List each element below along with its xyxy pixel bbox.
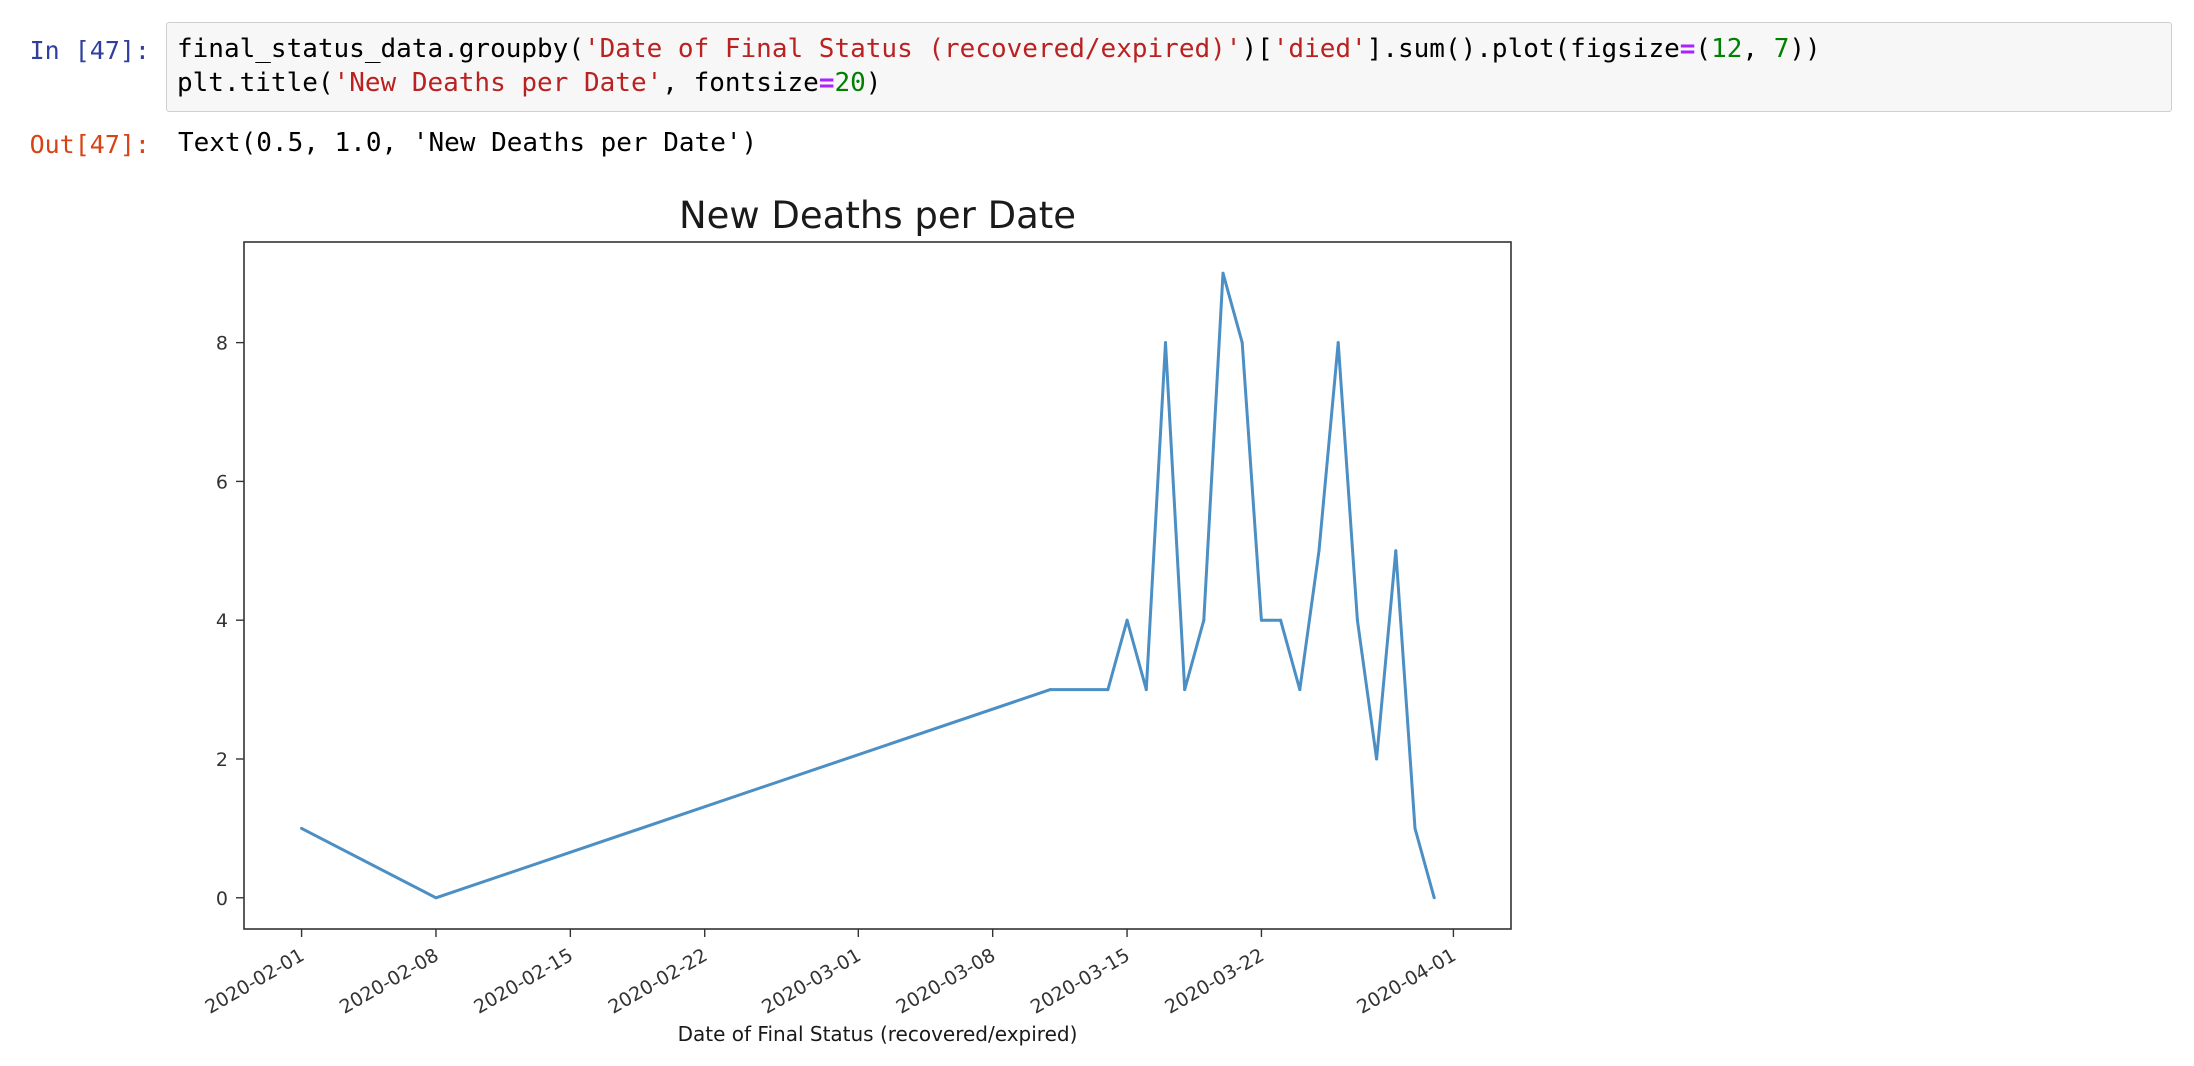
data-point — [1163, 341, 1167, 345]
y-tick-label: 2 — [216, 749, 228, 771]
code-token: , fontsize — [662, 68, 819, 98]
line-chart: New Deaths per Date 0 2 4 6 8 2020-02-01 2020-0… — [201, 194, 1512, 1046]
x-axis-label: Date of Final Status (recovered/expired) — [678, 1022, 1078, 1046]
data-point — [1048, 688, 1052, 692]
data-point — [1432, 896, 1436, 900]
x-tick-label: 2020-02-22 — [605, 944, 712, 1018]
x-tick-label: 2020-04-01 — [1353, 944, 1460, 1018]
code-cell-editor[interactable]: final_status_data.groupby('Date of Final… — [166, 22, 2172, 112]
code-number: 20 — [834, 68, 866, 98]
x-tick-label: 2020-02-15 — [470, 944, 577, 1018]
code-number: 7 — [1773, 34, 1790, 64]
code-string: 'Date of Final Status (recovered/expired… — [584, 34, 1242, 64]
x-tick-label: 2020-03-15 — [1027, 944, 1134, 1018]
data-point — [1183, 688, 1187, 692]
data-point — [1240, 341, 1244, 345]
data-point — [1259, 618, 1263, 622]
code-token: ) — [865, 68, 882, 98]
y-tick-label: 4 — [216, 610, 228, 632]
data-point — [1317, 549, 1321, 553]
output-prompt: Out[47]: — [29, 130, 150, 159]
input-prompt: In [47]: — [29, 36, 150, 65]
data-point — [1125, 618, 1129, 622]
data-point — [1336, 341, 1340, 345]
data-point — [1144, 688, 1148, 692]
data-point — [1298, 688, 1302, 692]
x-tick-label: 2020-03-22 — [1161, 944, 1268, 1018]
code-number: 12 — [1711, 34, 1743, 64]
data-point — [1413, 826, 1417, 830]
x-tick-label: 2020-02-01 — [201, 944, 308, 1018]
code-token: ( — [1695, 34, 1712, 64]
code-token: ].sum().plot(figsize — [1366, 34, 1680, 64]
data-point — [1375, 757, 1379, 761]
code-operator: = — [818, 68, 835, 98]
data-point — [1279, 618, 1283, 622]
chart-title: New Deaths per Date — [679, 194, 1076, 237]
y-tick-label: 0 — [216, 888, 228, 910]
series-line — [300, 271, 1436, 900]
x-tick-label: 2020-02-08 — [336, 944, 443, 1018]
data-point — [1202, 618, 1206, 622]
code-token: plt.title( — [177, 68, 334, 98]
data-point — [1394, 549, 1398, 553]
code-token: final_status_data.groupby( — [177, 34, 584, 64]
code-token: )[ — [1241, 34, 1273, 64]
data-point — [1106, 688, 1110, 692]
code-string: 'died' — [1272, 34, 1367, 64]
data-point — [1355, 618, 1359, 622]
code-operator: = — [1679, 34, 1696, 64]
code-token: , — [1742, 34, 1774, 64]
plot-frame — [243, 241, 1512, 930]
x-tick-label: 2020-03-08 — [893, 944, 1000, 1018]
data-point — [434, 896, 438, 900]
code-token: )) — [1789, 34, 1821, 64]
y-tick-label: 8 — [216, 333, 228, 355]
x-tick-label: 2020-03-01 — [758, 944, 865, 1018]
data-point — [1221, 271, 1225, 275]
output-text: Text(0.5, 1.0, 'New Deaths per Date') — [178, 128, 758, 158]
data-point — [300, 826, 304, 830]
code-string: 'New Deaths per Date' — [333, 68, 663, 98]
y-tick-label: 6 — [216, 471, 228, 493]
